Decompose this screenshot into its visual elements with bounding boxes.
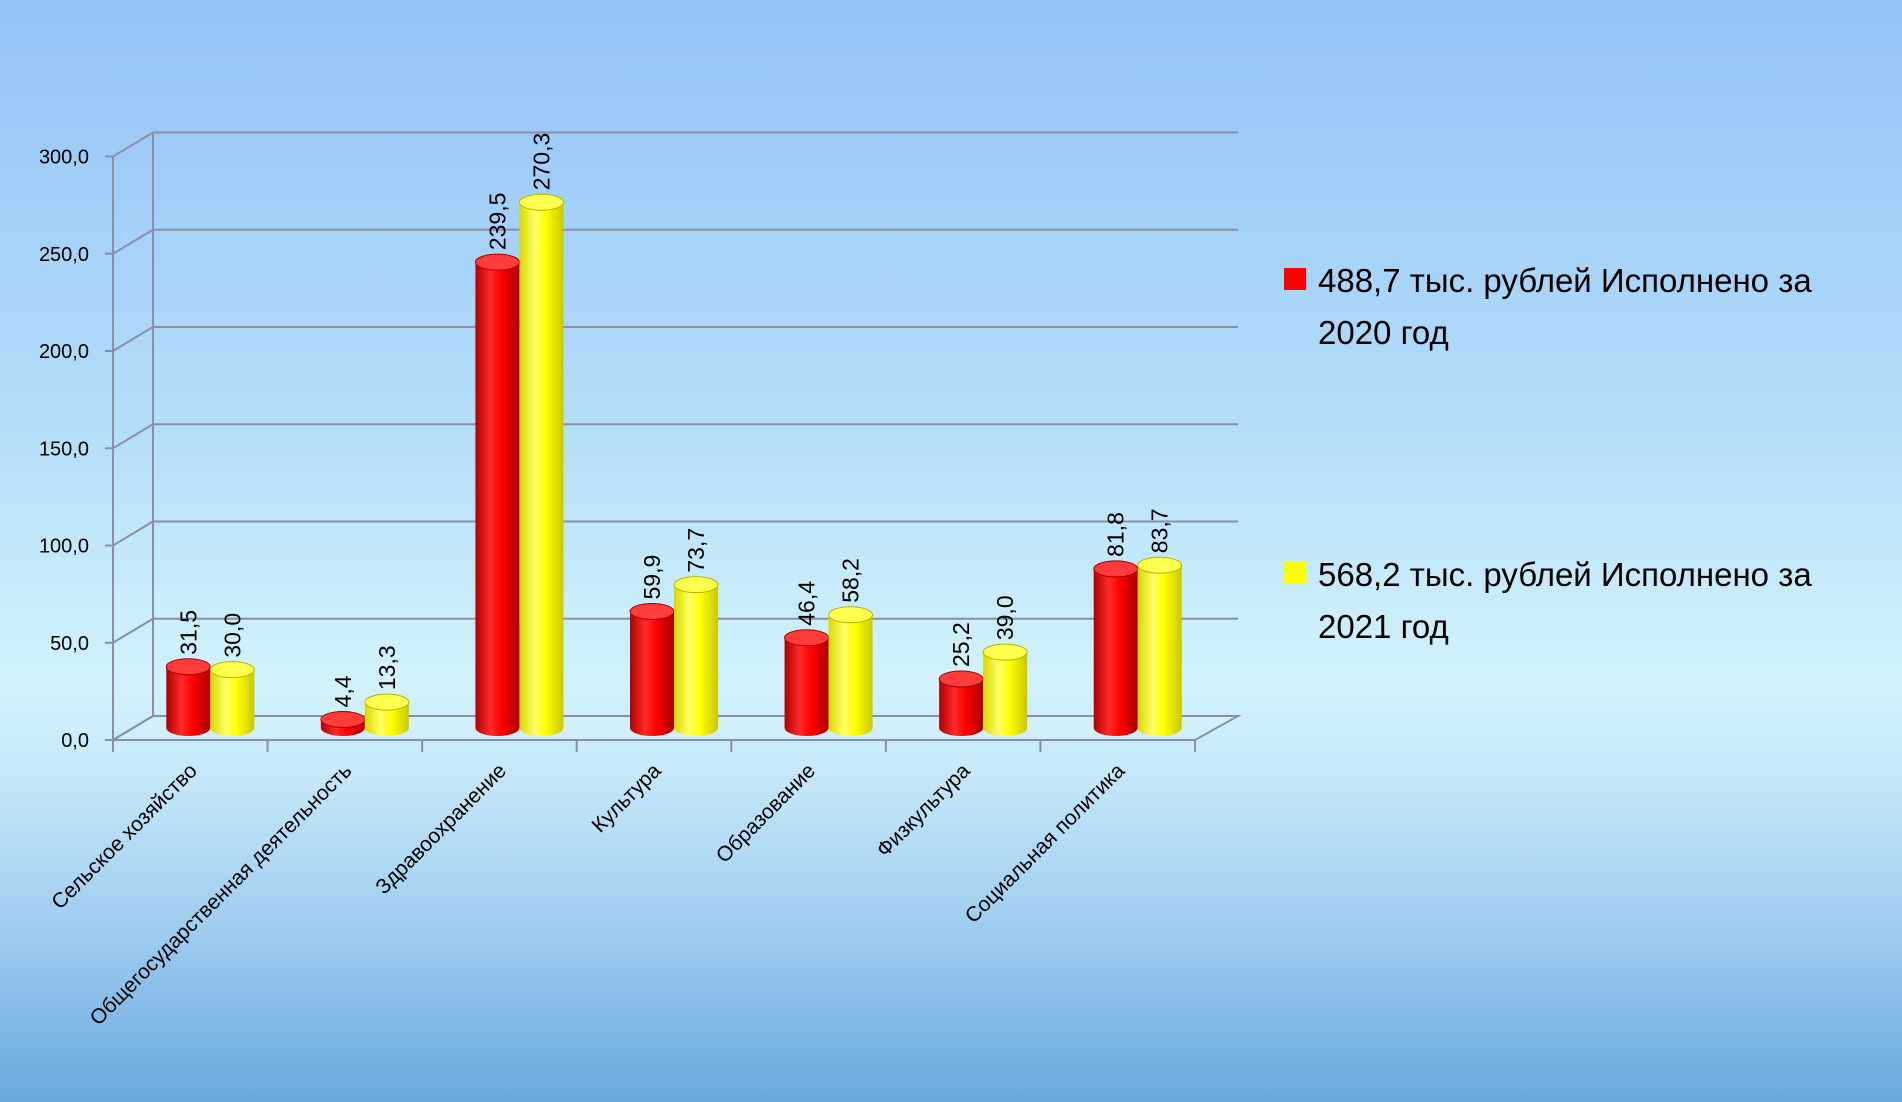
data-label: 270,3 — [528, 133, 554, 191]
gridline-depth — [112, 228, 154, 255]
bar — [364, 693, 410, 736]
bar-top — [982, 643, 1028, 661]
bar-top — [320, 710, 366, 728]
y-tick-label: 200,0 — [39, 341, 89, 363]
bar-top — [364, 693, 410, 711]
bar-top — [673, 576, 719, 594]
bar-body — [1137, 565, 1182, 736]
category-label: Культура — [588, 759, 666, 837]
bar-top — [828, 606, 874, 624]
legend-swatch — [1284, 562, 1306, 584]
legend-label: 488,7 тыс. рублей Исполнено за — [1318, 262, 1812, 299]
data-labels-layer: 31,5 4,4 239,5 59,9 46,4 25,2 81,8 30,0 13,3 270,… — [175, 133, 1172, 708]
bar-body — [674, 584, 718, 736]
legend: 488,7 тыс. рублей Исполнено за 2020 год 56… — [1284, 262, 1812, 645]
gridline-depth — [112, 131, 154, 158]
bar-body — [364, 702, 409, 736]
bar-body — [1093, 568, 1138, 736]
y-tick-label: 50,0 — [50, 633, 89, 655]
legend-label: 2021 год — [1318, 608, 1449, 645]
bar-body — [166, 666, 211, 736]
data-label: 58,2 — [838, 558, 864, 603]
bar-body — [630, 611, 674, 736]
category-label: Социальная политика — [961, 759, 1130, 928]
bars-layer — [165, 193, 1183, 737]
y-tick-label: 250,0 — [39, 244, 89, 266]
bar — [474, 253, 520, 736]
data-label: 81,8 — [1103, 512, 1129, 557]
category-label: Физкультура — [872, 759, 975, 862]
gridline-depth — [112, 326, 154, 352]
legend-label: 2020 год — [1318, 314, 1449, 351]
bar — [1137, 556, 1183, 736]
legend-item: 488,7 тыс. рублей Исполнено за 2020 год — [1284, 262, 1812, 351]
legend-swatch — [1284, 268, 1306, 290]
data-label: 31,5 — [175, 610, 201, 655]
axis-layer: 0,0 50,0 100,0 150,0 200,0 250,0 300,0 Сельское… — [39, 147, 1196, 1030]
bar-body — [210, 669, 255, 736]
category-label: Сельское хозяйство — [47, 759, 202, 914]
bar-top — [938, 670, 984, 688]
legend-label: 568,2 тыс. рублей Исполнено за — [1318, 556, 1812, 593]
bar — [784, 629, 830, 736]
bar — [1093, 560, 1139, 736]
bar — [982, 643, 1028, 736]
gridline-depth — [112, 617, 154, 644]
bar-top — [1093, 560, 1139, 578]
bar — [673, 576, 719, 736]
data-label: 25,2 — [948, 622, 974, 667]
data-label: 59,9 — [639, 555, 665, 600]
gridline-depth — [112, 423, 154, 450]
bar-top — [518, 193, 564, 211]
bar-top — [165, 658, 211, 676]
category-label: Здравоохранение — [371, 759, 511, 899]
category-label: Общегосударственная деятельность — [86, 759, 357, 1030]
gridline-depth — [112, 520, 154, 547]
bar-top — [474, 253, 520, 271]
legend-item: 568,2 тыс. рублей Исполнено за 2021 год — [1284, 556, 1812, 645]
bar — [165, 658, 211, 736]
bar-top — [784, 629, 830, 647]
category-label: Образование — [712, 759, 820, 867]
bar — [518, 193, 564, 737]
bar — [938, 670, 984, 736]
data-label: 13,3 — [374, 645, 400, 690]
data-label: 39,0 — [992, 595, 1018, 640]
bar-body — [939, 678, 984, 736]
bar-body — [475, 262, 520, 736]
bar-top — [629, 602, 675, 620]
y-tick-label: 300,0 — [39, 147, 89, 169]
bar-top — [1137, 556, 1183, 574]
bar-body — [983, 652, 1028, 736]
data-label: 73,7 — [683, 528, 709, 573]
bar — [629, 602, 675, 736]
bar-body — [828, 614, 873, 736]
bar — [320, 710, 366, 736]
y-tick-label: 150,0 — [39, 438, 89, 460]
data-label: 4,4 — [330, 675, 356, 707]
bar-body — [519, 202, 564, 737]
bar — [209, 661, 255, 736]
bar-body — [784, 637, 829, 736]
data-label: 239,5 — [484, 193, 510, 251]
bar-top — [209, 661, 255, 679]
data-label: 46,4 — [794, 581, 820, 626]
data-label: 83,7 — [1147, 508, 1173, 553]
y-tick-label: 0,0 — [61, 730, 89, 752]
bar — [828, 606, 874, 736]
data-label: 30,0 — [219, 613, 245, 658]
y-tick-label: 100,0 — [39, 536, 89, 558]
